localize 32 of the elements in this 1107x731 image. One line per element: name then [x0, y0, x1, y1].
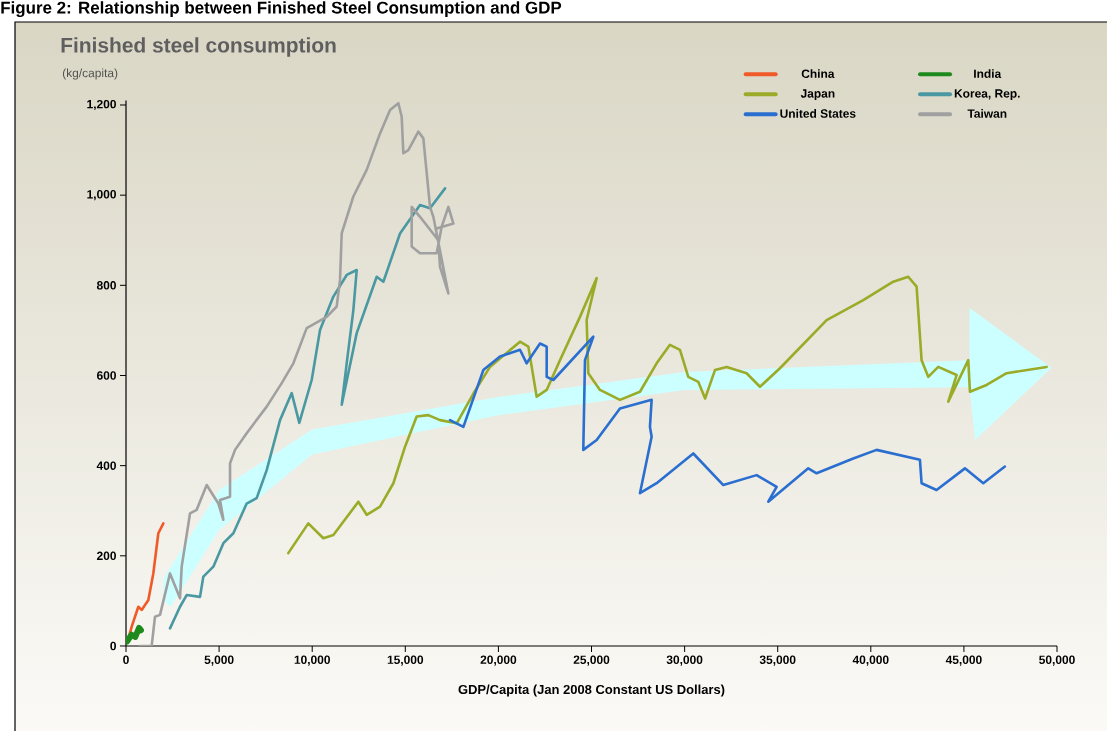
legend-label: United States [780, 109, 856, 118]
x-tick-label: 45,000 [945, 655, 982, 666]
x-tick-label: 20,000 [480, 655, 517, 666]
y-tick-label: 600 [96, 371, 116, 380]
legend-label: Taiwan [967, 109, 1007, 118]
y-tick-label: 0 [110, 641, 116, 651]
x-tick-label: 30,000 [666, 655, 703, 666]
x-tick-label: 10,000 [294, 655, 330, 666]
line-series [138, 101, 455, 646]
y-tick-label: 400 [96, 461, 116, 470]
y-tick-label: 1,000 [87, 190, 116, 201]
line-series [168, 187, 447, 630]
x-tick-label: 25,000 [573, 655, 610, 666]
x-tick-label: 40,000 [852, 655, 889, 666]
line-series [448, 335, 1007, 504]
legend-label: Korea, Rep. [954, 89, 1020, 101]
chart-title: Figure 2: Relationship between Finished Steel Consumption and GDP [1, 1, 562, 18]
x-tick-label: 35,000 [759, 655, 796, 666]
y-tick-label: 800 [96, 281, 116, 290]
x-tick-label: 5,000 [204, 655, 234, 666]
x-axis-title: GDP/Capita (Jan 2008 Constant US Dollars) [458, 684, 725, 697]
line-series [287, 275, 1048, 555]
y-axis-title: (kg/capita) [62, 68, 118, 80]
chart-subtitle: Finished steel consumption [61, 37, 336, 57]
x-tick-label: 50,000 [1039, 655, 1075, 666]
y-tick-label: 200 [96, 551, 116, 561]
legend-label: India [974, 69, 1002, 78]
x-tick-label: 15,000 [387, 655, 424, 666]
legend-label: China [801, 69, 835, 78]
y-tick-label: 1,200 [87, 99, 116, 111]
x-tick-label: 0 [123, 655, 129, 664]
legend-label: Japan [800, 89, 835, 101]
